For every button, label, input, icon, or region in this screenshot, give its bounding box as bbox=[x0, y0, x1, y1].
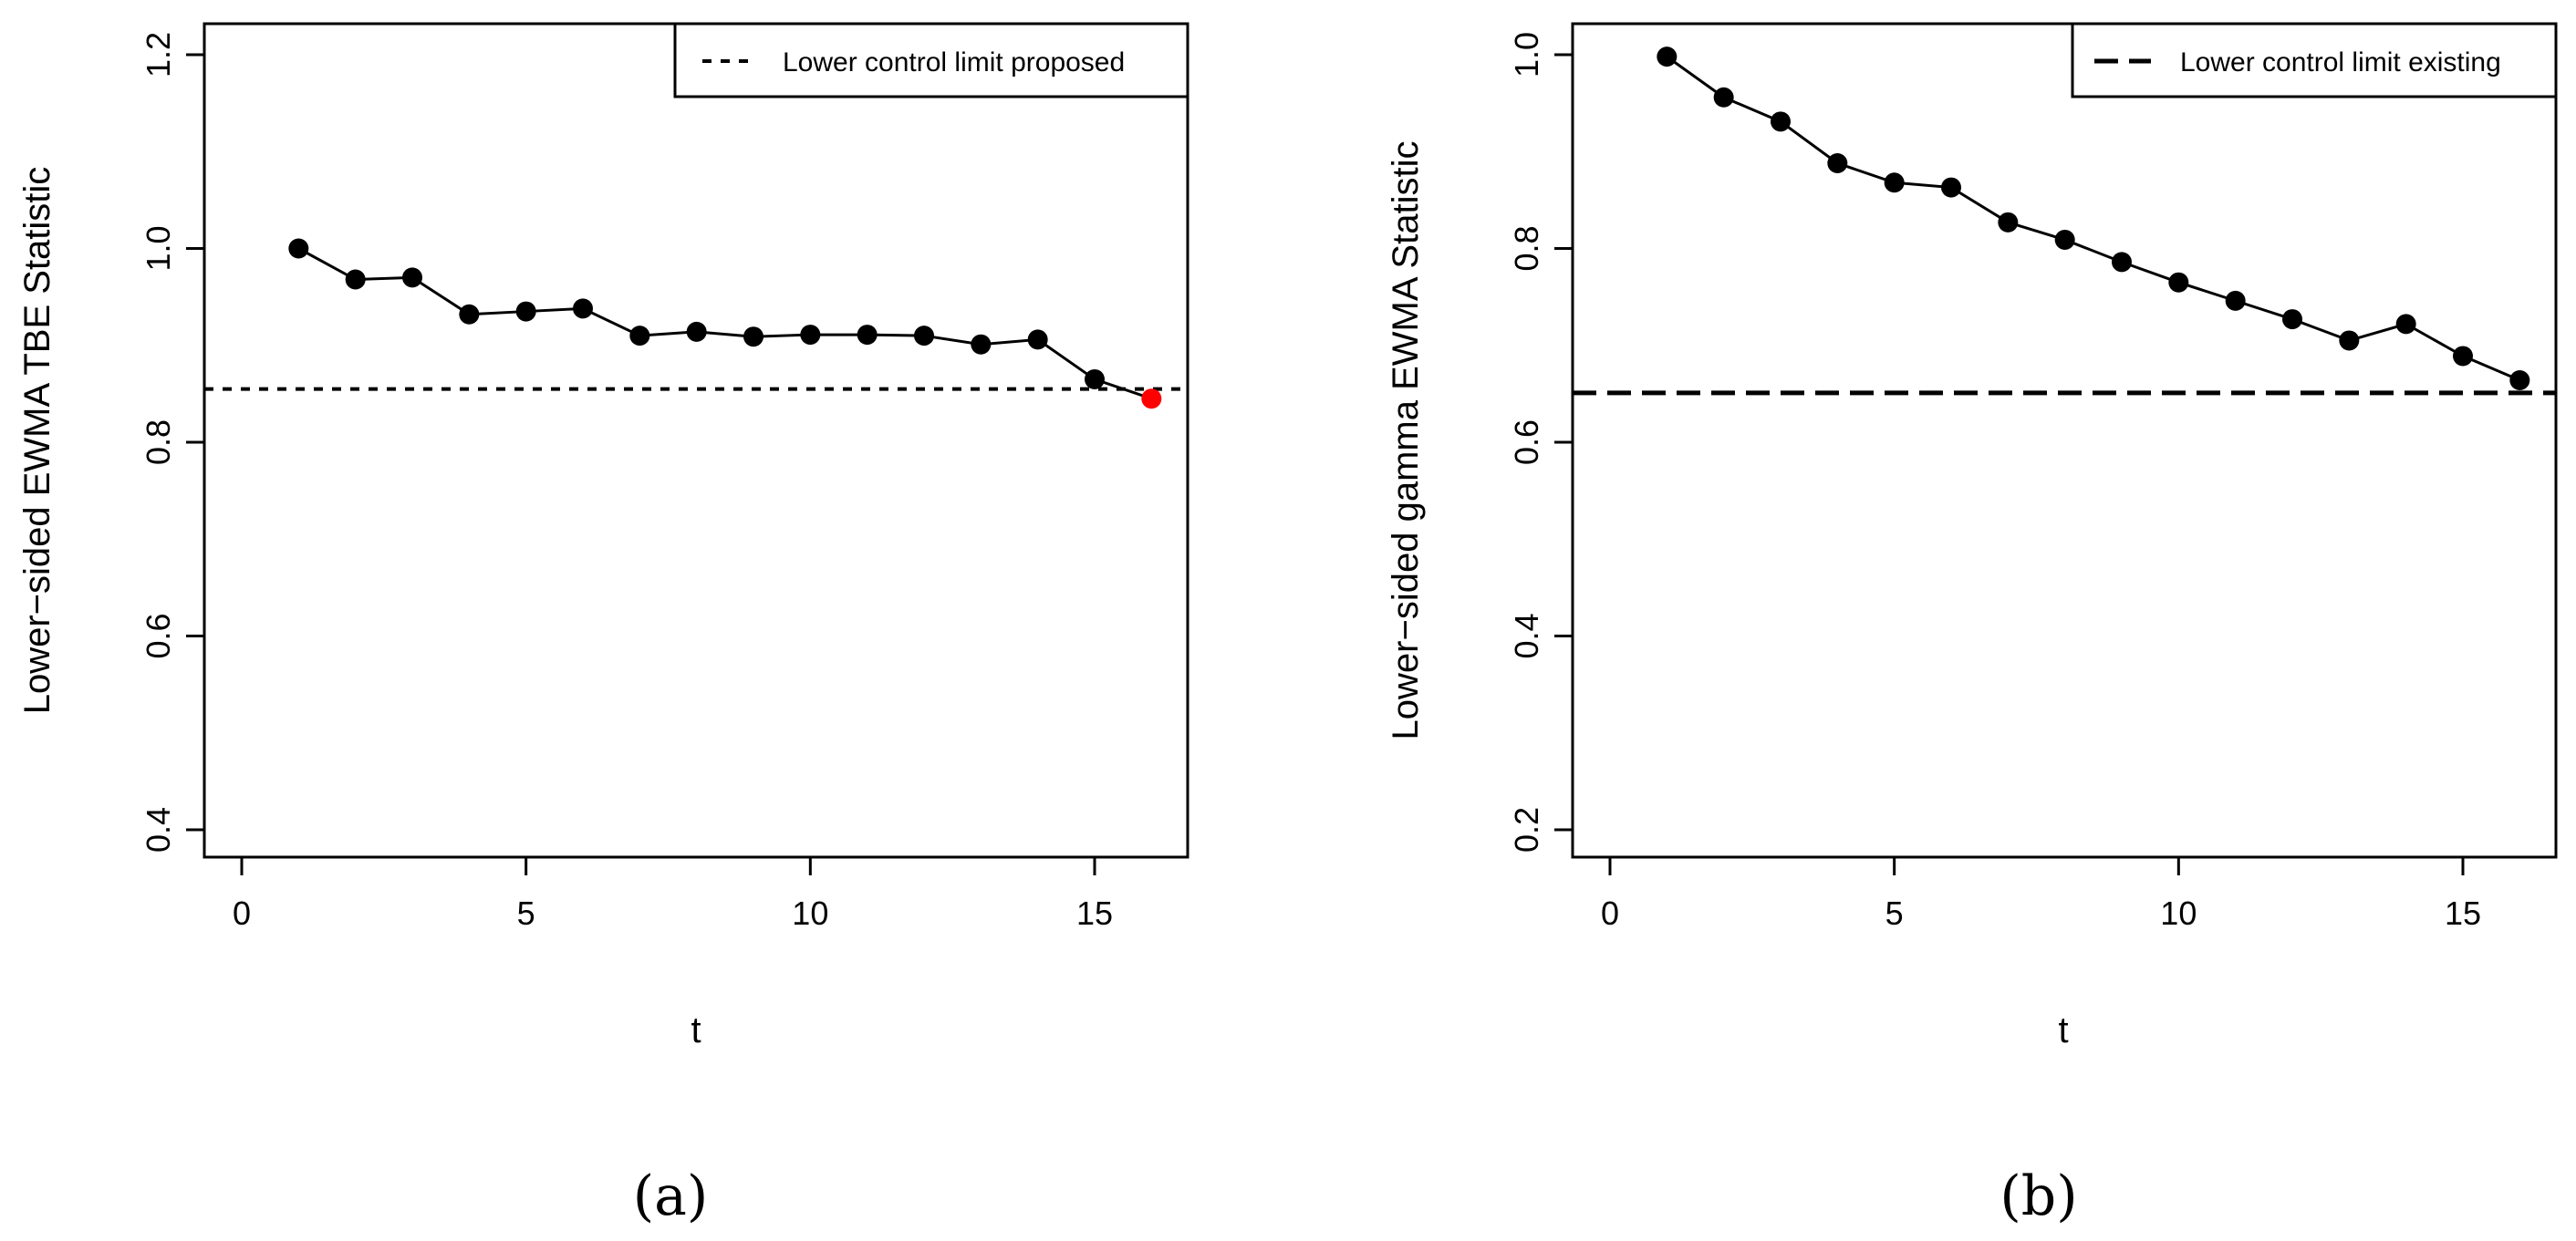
x-tick-label: 15 bbox=[1076, 895, 1113, 932]
legend-b: Lower control limit existing bbox=[2071, 22, 2558, 98]
y-tick-label: 1.2 bbox=[140, 32, 177, 78]
data-point bbox=[1998, 212, 2019, 233]
data-point bbox=[402, 267, 422, 288]
x-tick-label: 0 bbox=[1601, 895, 1619, 932]
x-tick-label: 10 bbox=[2160, 895, 2197, 932]
data-point bbox=[1657, 47, 1678, 67]
data-point bbox=[971, 334, 992, 355]
data-point bbox=[1827, 153, 1848, 173]
data-point bbox=[1713, 87, 1734, 108]
data-point bbox=[2509, 370, 2530, 390]
y-tick-label: 1.0 bbox=[1508, 32, 1545, 78]
y-tick-label: 0.8 bbox=[140, 419, 177, 465]
data-point bbox=[1941, 177, 1961, 198]
data-point bbox=[686, 321, 707, 342]
x-axis-label-b: t bbox=[2058, 1010, 2068, 1050]
y-tick-label: 0.6 bbox=[140, 613, 177, 658]
legend-box-a bbox=[673, 22, 1189, 98]
legend-label-a: Lower control limit proposed bbox=[783, 47, 1125, 78]
panel-a: 0 5 10 15 0.4 0.6 0.8 1.0 1.2 Lower control limi… bbox=[17, 22, 1189, 1228]
data-point bbox=[914, 326, 934, 346]
data-point bbox=[2168, 272, 2189, 293]
points-a bbox=[288, 238, 1162, 409]
data-point bbox=[515, 301, 536, 322]
data-point bbox=[2225, 290, 2246, 311]
data-point bbox=[2453, 346, 2473, 367]
plot-frame-b bbox=[1571, 22, 2558, 859]
data-point bbox=[2395, 314, 2416, 335]
y-tick-label: 0.2 bbox=[1508, 807, 1545, 853]
data-point bbox=[629, 326, 650, 346]
data-point bbox=[573, 298, 593, 319]
y-tick-label: 0.6 bbox=[1508, 419, 1545, 465]
x-tick-label: 15 bbox=[2445, 895, 2481, 932]
data-point bbox=[800, 325, 821, 346]
data-point bbox=[1085, 368, 1105, 389]
panel-label-b: (b) bbox=[2000, 1164, 2077, 1228]
data-point bbox=[2282, 309, 2302, 330]
data-point bbox=[857, 325, 878, 346]
x-tick-label: 5 bbox=[1885, 895, 1904, 932]
ticks-a: 0 5 10 15 0.4 0.6 0.8 1.0 1.2 bbox=[140, 32, 1113, 932]
legend-label-b: Lower control limit existing bbox=[2180, 47, 2501, 78]
x-tick-label: 5 bbox=[517, 895, 535, 932]
y-axis-label-b: Lower−sided gamma EWMA Statistic bbox=[1386, 141, 1426, 740]
legend-a: Lower control limit proposed bbox=[673, 22, 1189, 98]
data-point bbox=[1141, 388, 1162, 409]
x-axis-label-a: t bbox=[691, 1010, 701, 1050]
ticks-b: 0 5 10 15 0.2 0.4 0.6 0.8 1.0 bbox=[1508, 32, 2481, 932]
y-tick-label: 0.4 bbox=[140, 807, 177, 853]
series-line-a bbox=[297, 247, 1152, 400]
legend-box-b bbox=[2071, 22, 2558, 98]
y-tick-label: 1.0 bbox=[140, 225, 177, 271]
x-tick-label: 0 bbox=[233, 895, 251, 932]
y-axis-label-a: Lower−sided EWMA TBE Statistic bbox=[17, 167, 57, 715]
data-point bbox=[459, 304, 480, 325]
data-point bbox=[288, 238, 309, 259]
y-tick-label: 0.4 bbox=[1508, 613, 1545, 658]
y-tick-label: 0.8 bbox=[1508, 225, 1545, 271]
x-tick-label: 10 bbox=[792, 895, 828, 932]
data-point bbox=[1771, 111, 1791, 132]
data-point bbox=[1027, 329, 1048, 350]
panel-label-a: (a) bbox=[633, 1164, 709, 1228]
data-point bbox=[2054, 229, 2075, 250]
panel-b: 0 5 10 15 0.2 0.4 0.6 0.8 1.0 Lower control limi… bbox=[1386, 22, 2558, 1228]
plot-frame-a bbox=[203, 22, 1189, 859]
data-point bbox=[1884, 172, 1905, 193]
data-point bbox=[345, 269, 366, 290]
points-b bbox=[1657, 47, 2530, 390]
series-line-b bbox=[1666, 55, 2520, 382]
data-point bbox=[2112, 252, 2132, 273]
data-point bbox=[2339, 330, 2360, 351]
data-point bbox=[743, 326, 763, 347]
